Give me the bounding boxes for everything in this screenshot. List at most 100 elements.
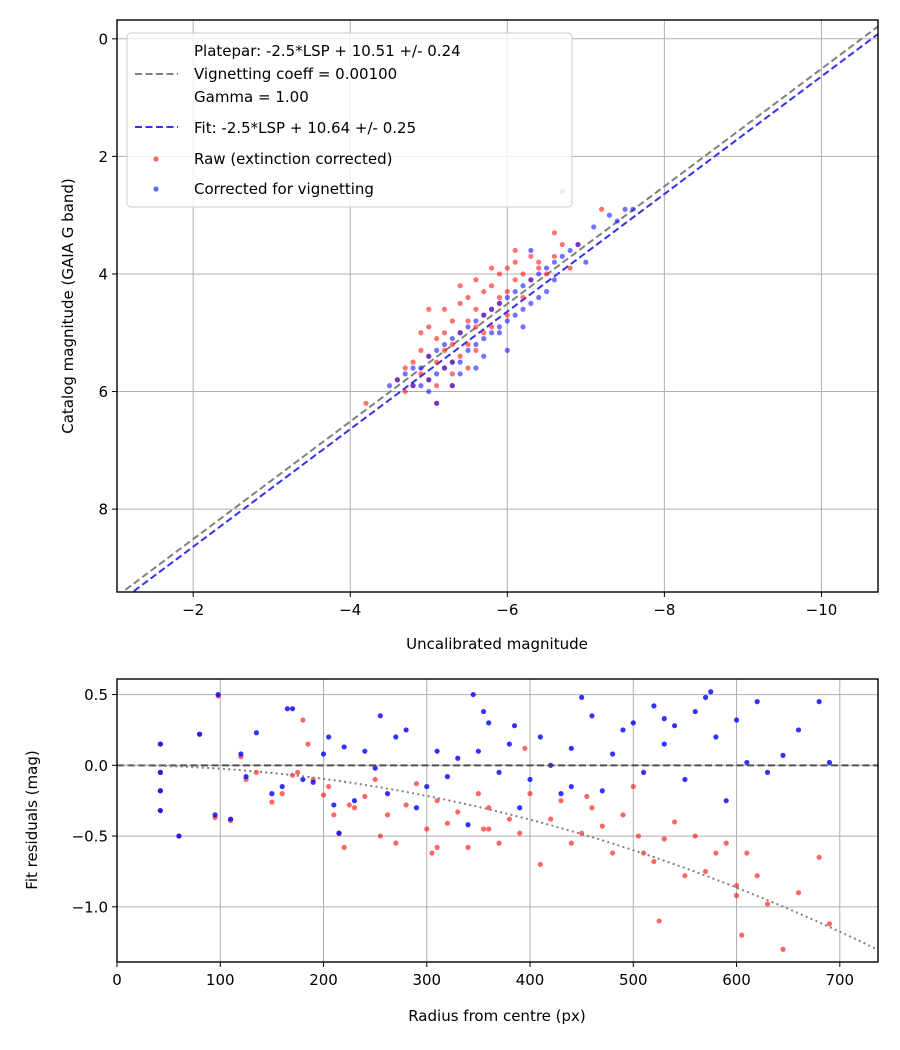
raw-point [434, 798, 440, 804]
corrected-point [671, 723, 678, 729]
corrected-point [434, 400, 440, 406]
corrected-point [455, 755, 461, 761]
corrected-point [599, 788, 605, 794]
raw-point [739, 932, 745, 938]
raw-point [465, 318, 471, 324]
corrected-point [449, 383, 455, 389]
raw-point [661, 836, 667, 842]
raw-point [713, 850, 719, 856]
corrected-point [310, 779, 316, 785]
corrected-point [253, 730, 259, 736]
corrected-point [289, 706, 296, 712]
raw-point [403, 802, 409, 808]
corrected-point [708, 689, 714, 695]
corrected-point [551, 277, 558, 283]
corrected-point [413, 805, 420, 811]
corrected-point [473, 318, 479, 324]
corrected-point [517, 805, 523, 811]
corrected-point [444, 774, 451, 780]
raw-point [473, 324, 479, 330]
raw-point [320, 792, 327, 798]
fit-line [131, 33, 878, 592]
corrected-point [157, 788, 163, 794]
x-tick-label: 200 [309, 971, 338, 989]
corrected-point [465, 347, 471, 353]
raw-point [489, 265, 495, 271]
raw-point [512, 247, 518, 254]
raw-point [780, 946, 786, 952]
corrected-point [610, 751, 616, 757]
top-x-axis-label: Uncalibrated magnitude [406, 635, 588, 653]
corrected-point [589, 713, 595, 719]
corrected-point [481, 353, 487, 359]
corrected-point [197, 731, 203, 737]
raw-point [754, 873, 760, 879]
corrected-point [300, 776, 306, 783]
corrected-point [418, 365, 424, 371]
corrected-point [243, 774, 249, 780]
corrected-point [520, 283, 526, 289]
bottom-plot: 0 100 200 300 400 500 600 700 0.5 0.0 −0.5 −1.0 Rad… [23, 678, 879, 1025]
raw-point [410, 359, 416, 365]
top-scatter-points [363, 189, 636, 406]
raw-point [475, 791, 481, 797]
corrected-point [567, 247, 573, 254]
raw-point [434, 844, 440, 850]
corrected-point [702, 694, 709, 700]
y-tick-label: 0 [98, 30, 108, 48]
x-tick-label: 100 [206, 971, 235, 989]
corrected-point [733, 717, 740, 723]
raw-point [548, 816, 554, 822]
top-plot-frame [116, 19, 879, 593]
raw-point [465, 294, 471, 301]
corrected-point [558, 791, 564, 797]
raw-point [269, 799, 275, 805]
corrected-point [816, 699, 822, 705]
corrected-point [426, 388, 432, 395]
corrected-point [212, 812, 218, 818]
corrected-point [496, 324, 503, 330]
raw-point [441, 330, 448, 336]
corrected-point [496, 330, 503, 336]
corrected-point [238, 751, 244, 757]
corrected-point [504, 294, 510, 301]
raw-point [584, 793, 590, 800]
series-corrected [157, 689, 833, 839]
raw-point [455, 809, 461, 815]
raw-point [489, 283, 495, 289]
raw-point [536, 265, 542, 271]
corrected-point [551, 259, 558, 265]
raw-point [764, 901, 771, 907]
corrected-point [661, 716, 667, 722]
x-tick-label: 0 [112, 971, 122, 989]
corrected-point [465, 324, 471, 330]
raw-point [551, 230, 558, 236]
raw-point [537, 861, 543, 867]
raw-point [481, 330, 487, 336]
corrected-point [512, 288, 518, 295]
raw-point [512, 277, 518, 283]
y-tick-label: 2 [98, 148, 108, 166]
raw-point [424, 826, 430, 832]
corrected-point [434, 347, 440, 353]
raw-point [441, 347, 448, 353]
x-tick-label: 500 [619, 971, 648, 989]
raw-point [341, 844, 347, 850]
x-tick-label: 300 [412, 971, 441, 989]
raw-point [441, 306, 448, 312]
corrected-point [473, 341, 479, 348]
corrected-point [426, 353, 432, 359]
raw-point [457, 353, 463, 359]
raw-point [635, 833, 642, 839]
bottom-plot-frame [116, 678, 879, 963]
corrected-point [630, 206, 636, 212]
corrected-point [559, 253, 565, 259]
corrected-point [536, 271, 542, 277]
corrected-point [269, 791, 275, 797]
raw-point [558, 798, 564, 804]
x-tick-label: −6 [496, 601, 518, 619]
corrected-point [692, 708, 698, 715]
corrected-point [457, 359, 463, 365]
raw-point [331, 812, 337, 818]
corrected-point [434, 748, 440, 754]
